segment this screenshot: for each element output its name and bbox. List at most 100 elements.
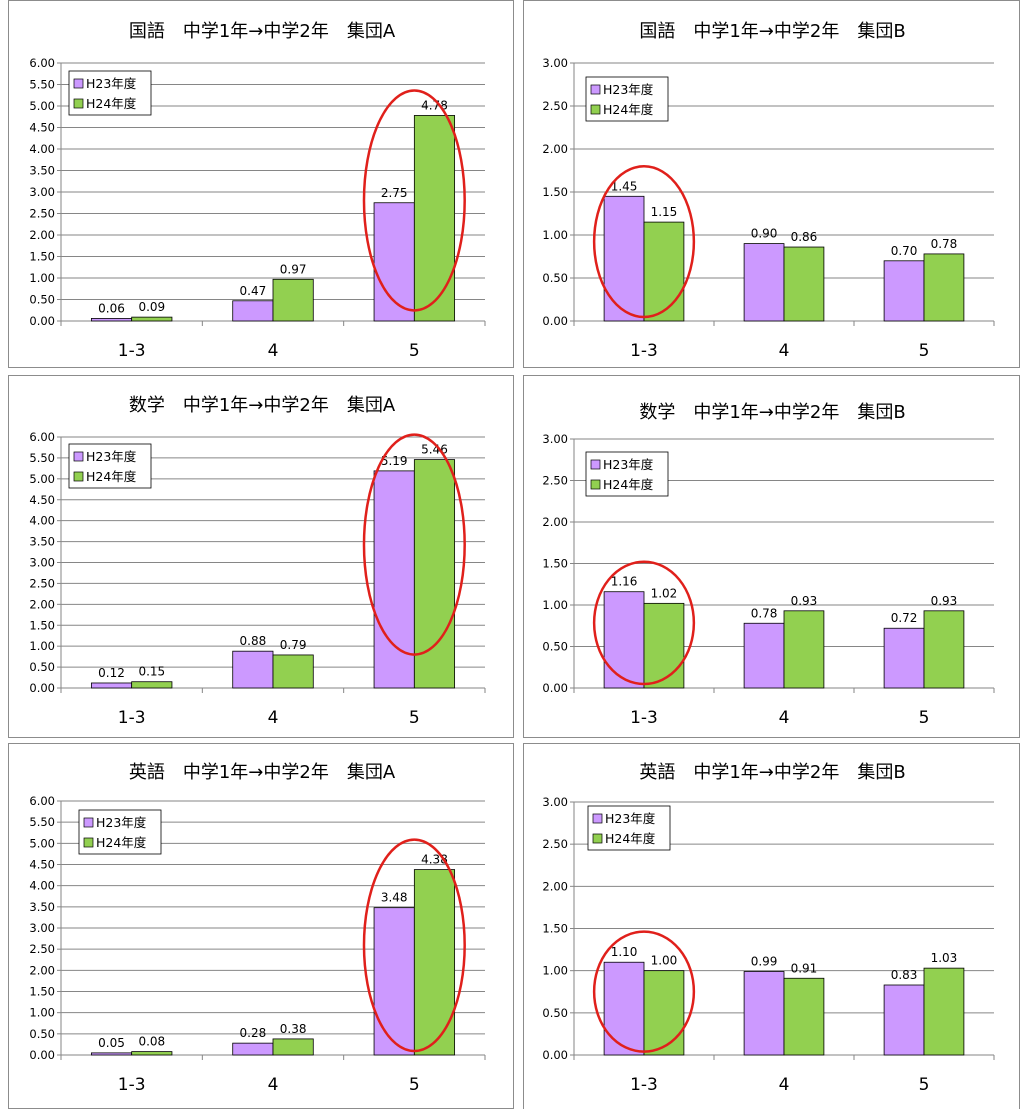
data-label: 2.75 bbox=[381, 186, 408, 200]
bar-h24-1-3 bbox=[643, 221, 685, 322]
y-tick-label: 1.50 bbox=[542, 185, 568, 199]
y-tick-label: 3.50 bbox=[29, 900, 55, 914]
highlight-circle bbox=[592, 165, 696, 319]
legend: H23年度 H24年度 bbox=[78, 809, 162, 855]
legend-swatch bbox=[73, 471, 84, 482]
y-tick-label: 0.00 bbox=[542, 314, 568, 328]
x-category-label: 1-3 bbox=[630, 708, 658, 728]
x-category-label: 4 bbox=[268, 708, 279, 728]
highlight-circle bbox=[362, 838, 466, 1053]
x-category-label: 4 bbox=[779, 708, 790, 728]
bar-h23-4 bbox=[743, 622, 785, 689]
data-label: 0.97 bbox=[280, 262, 307, 276]
chart-panel-sugaku-a: 数学 中学1年→中学2年 集団A 0.00 0.50 1.00 1.50 2.00 2.50… bbox=[8, 375, 514, 738]
y-tick-label: 1.00 bbox=[29, 271, 55, 285]
legend-label: H23年度 bbox=[86, 449, 137, 464]
bar-h23-5 bbox=[883, 260, 925, 322]
y-tick-label: 2.00 bbox=[29, 597, 55, 611]
legend: H23年度 H24年度 bbox=[68, 70, 152, 116]
x-category-label: 5 bbox=[409, 341, 420, 361]
y-tick-label: 0.00 bbox=[542, 1048, 568, 1062]
chart-panel-kokugo-a: 国語 中学1年→中学2年 集団A 0.00 0.50 1.00 1.50 2.00 2.50… bbox=[8, 0, 514, 368]
y-tick-label: 2.00 bbox=[29, 963, 55, 977]
y-tick-label: 1.50 bbox=[542, 922, 568, 936]
bar-h23-4 bbox=[232, 300, 274, 322]
y-tick-label: 4.00 bbox=[29, 514, 55, 528]
y-tick-label: 1.00 bbox=[29, 639, 55, 653]
y-tick-label: 0.50 bbox=[29, 660, 55, 674]
legend-swatch bbox=[592, 813, 603, 824]
legend-swatch bbox=[590, 104, 601, 115]
y-tick-label: 4.00 bbox=[29, 879, 55, 893]
legend: H23年度 H24年度 bbox=[587, 805, 671, 851]
y-tick-label: 3.00 bbox=[29, 556, 55, 570]
x-category-label: 1-3 bbox=[118, 341, 146, 361]
chart-panel-sugaku-b: 数学 中学1年→中学2年 集団B 0.00 0.50 1.00 1.50 2.00 2.50… bbox=[523, 375, 1020, 738]
data-label: 0.06 bbox=[98, 301, 125, 315]
y-tick-label: 0.00 bbox=[542, 681, 568, 695]
y-tick-label: 1.00 bbox=[542, 228, 568, 242]
data-label: 0.12 bbox=[98, 666, 125, 680]
legend-label: H23年度 bbox=[86, 76, 137, 91]
y-tick-label: 0.00 bbox=[29, 681, 55, 695]
y-tick-label: 0.50 bbox=[29, 1027, 55, 1041]
y-tick-label: 5.50 bbox=[29, 451, 55, 465]
data-label: 0.05 bbox=[98, 1036, 125, 1050]
x-category-label: 5 bbox=[919, 1075, 930, 1095]
x-category-label: 5 bbox=[919, 341, 930, 361]
bar-h24-4 bbox=[272, 654, 314, 689]
y-tick-label: 1.00 bbox=[542, 964, 568, 978]
data-label: 0.47 bbox=[240, 284, 267, 298]
x-category-label: 1-3 bbox=[630, 341, 658, 361]
y-tick-label: 2.50 bbox=[29, 942, 55, 956]
bar-h23-5 bbox=[373, 470, 415, 689]
data-label: 3.48 bbox=[381, 891, 408, 905]
y-tick-label: 6.00 bbox=[29, 430, 55, 444]
bar-h23-4 bbox=[232, 1042, 274, 1056]
bar-h24-1-3 bbox=[131, 316, 173, 322]
y-tick-label: 5.00 bbox=[29, 99, 55, 113]
data-label: 0.72 bbox=[891, 611, 918, 625]
bar-h24-5 bbox=[413, 869, 456, 1056]
x-category-label: 5 bbox=[409, 708, 420, 728]
data-label: 1.10 bbox=[611, 945, 638, 959]
data-label: 0.70 bbox=[891, 244, 918, 258]
legend-swatch bbox=[590, 459, 601, 470]
data-label: 0.91 bbox=[791, 961, 818, 975]
x-category-label: 1-3 bbox=[630, 1075, 658, 1095]
bar-h24-5 bbox=[413, 459, 456, 689]
bar-h23-4 bbox=[743, 971, 785, 1056]
y-tick-label: 0.00 bbox=[29, 1048, 55, 1062]
y-tick-label: 6.00 bbox=[29, 56, 55, 70]
data-label: 0.38 bbox=[280, 1022, 307, 1036]
legend-swatch bbox=[590, 84, 601, 95]
data-label: 1.45 bbox=[611, 179, 638, 193]
y-tick-label: 3.00 bbox=[542, 432, 568, 446]
chart-title: 英語 中学1年→中学2年 集団A bbox=[129, 762, 396, 783]
data-label: 0.09 bbox=[138, 300, 165, 314]
data-label: 0.99 bbox=[751, 955, 778, 969]
y-tick-label: 5.00 bbox=[29, 836, 55, 850]
y-tick-label: 4.50 bbox=[29, 858, 55, 872]
highlight-circle bbox=[592, 930, 696, 1053]
legend: H23年度 H24年度 bbox=[585, 76, 669, 122]
y-tick-label: 2.50 bbox=[542, 837, 568, 851]
data-label: 0.86 bbox=[791, 230, 818, 244]
chart-title: 英語 中学1年→中学2年 集団B bbox=[639, 762, 905, 783]
data-label: 1.00 bbox=[651, 954, 678, 968]
data-label: 1.03 bbox=[931, 951, 958, 965]
legend-label: H23年度 bbox=[603, 82, 654, 97]
bar-h24-5 bbox=[413, 115, 456, 322]
bar-h23-1-3 bbox=[603, 961, 645, 1056]
legend-label: H23年度 bbox=[96, 815, 147, 830]
bar-h24-5 bbox=[923, 610, 965, 689]
y-tick-label: 5.50 bbox=[29, 815, 55, 829]
data-label: 0.28 bbox=[240, 1026, 267, 1040]
y-tick-label: 2.00 bbox=[542, 142, 568, 156]
highlight-circle bbox=[362, 89, 466, 312]
y-tick-label: 1.50 bbox=[29, 618, 55, 632]
y-tick-label: 0.50 bbox=[29, 293, 55, 307]
y-tick-label: 3.50 bbox=[29, 164, 55, 178]
bar-h24-1-3 bbox=[131, 681, 173, 689]
legend-swatch bbox=[592, 833, 603, 844]
